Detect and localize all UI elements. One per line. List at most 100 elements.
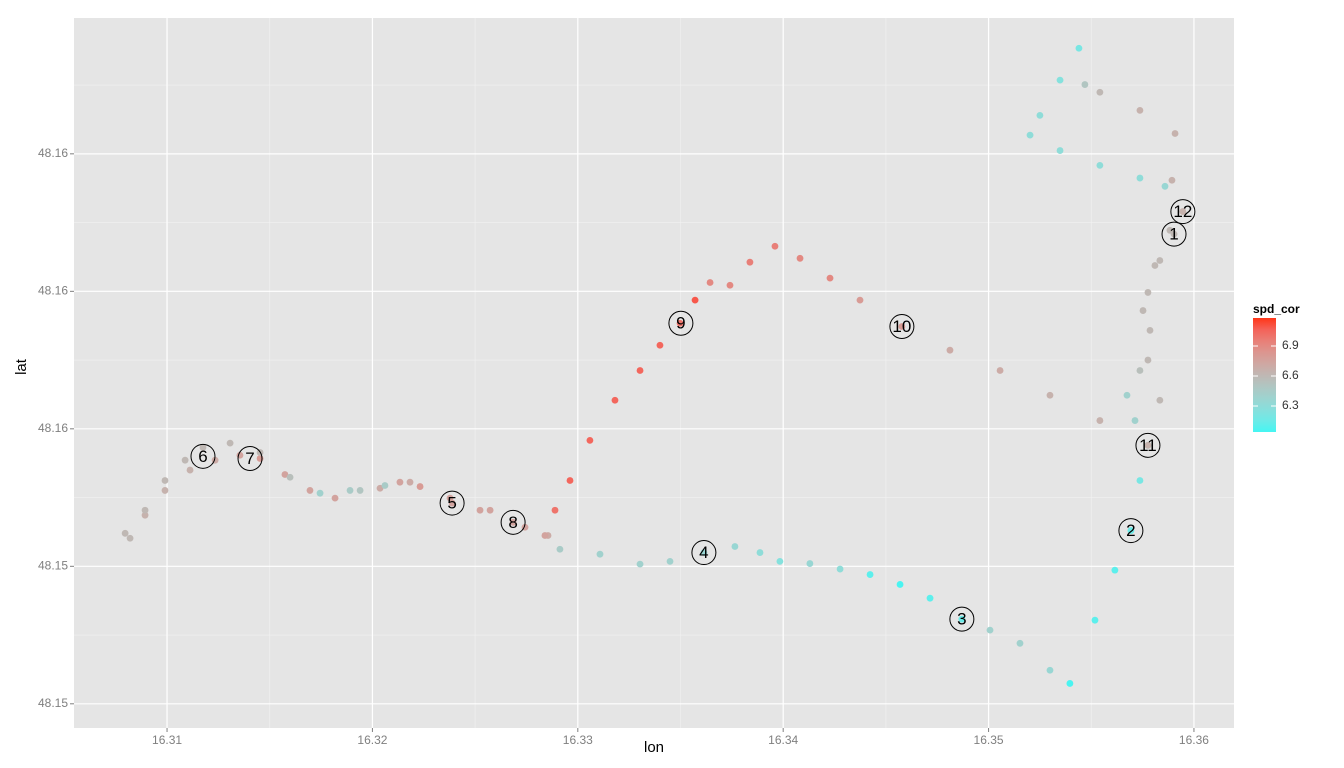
point [636, 367, 644, 374]
point [1168, 176, 1176, 184]
point-label: 6 [198, 447, 207, 466]
label-circle [237, 446, 263, 472]
x-tick-label: 16.36 [1179, 733, 1209, 747]
point [1166, 226, 1174, 234]
point [700, 549, 708, 556]
x-tick-label: 16.35 [974, 733, 1004, 747]
point-label: 8 [508, 513, 517, 532]
point-label: 11 [1139, 436, 1157, 455]
point [1056, 76, 1064, 84]
y-tick-label: 48.16 [38, 146, 68, 160]
point [676, 319, 684, 327]
point [566, 477, 574, 484]
label-circle [1170, 199, 1196, 225]
point [396, 478, 404, 486]
point [856, 296, 864, 304]
point [731, 543, 739, 550]
label-circle [889, 314, 915, 340]
point-label: 5 [447, 494, 456, 513]
point [1026, 131, 1034, 139]
point [406, 478, 414, 486]
point [161, 477, 169, 484]
point [1056, 147, 1064, 154]
point [186, 466, 194, 474]
point [181, 456, 189, 464]
label-circle [949, 606, 975, 632]
label-circle [668, 310, 694, 336]
point [691, 296, 699, 304]
point [1111, 566, 1119, 574]
point [1075, 44, 1083, 52]
point-label: 3 [957, 610, 966, 629]
point [551, 506, 559, 514]
point [866, 571, 874, 578]
point [796, 254, 804, 262]
label-circle [691, 540, 717, 566]
y-tick-label: 48.15 [38, 558, 68, 572]
point [1144, 356, 1152, 364]
point-label: 10 [892, 317, 911, 336]
point [141, 506, 149, 514]
point [226, 439, 234, 447]
point [1156, 396, 1164, 404]
point [1046, 391, 1054, 399]
point [1081, 81, 1089, 88]
point [896, 581, 904, 588]
point [666, 557, 674, 565]
point [286, 473, 294, 481]
point [161, 487, 169, 494]
point [1144, 441, 1152, 449]
point [346, 487, 354, 494]
point [1161, 182, 1169, 190]
point [316, 489, 324, 497]
x-axis-title: lon [644, 739, 664, 756]
point [1016, 639, 1024, 647]
point [1136, 106, 1144, 114]
point [141, 511, 149, 519]
point [331, 494, 339, 502]
point [706, 279, 714, 286]
x-tick-label: 16.34 [768, 733, 798, 747]
panel [74, 18, 1234, 728]
y-tick-label: 48.16 [38, 284, 68, 298]
y-tick-label: 48.15 [38, 696, 68, 710]
label-circle [1161, 221, 1187, 247]
point [486, 506, 494, 514]
point-label: 4 [699, 543, 708, 562]
point [826, 274, 834, 282]
colorbar-tick-label: 6.9 [1282, 338, 1299, 352]
point [1066, 680, 1074, 687]
point [541, 532, 549, 539]
point-label: 2 [1126, 521, 1135, 540]
point-label: 12 [1173, 202, 1192, 221]
point [986, 626, 994, 634]
point [898, 323, 906, 330]
label-circle [439, 490, 465, 516]
point [1151, 262, 1159, 269]
legend-title: spd_cor [1253, 302, 1300, 316]
point [946, 346, 954, 354]
point [1144, 289, 1152, 296]
point [836, 565, 844, 573]
point [306, 487, 314, 494]
point [1046, 666, 1054, 674]
label-circle [500, 509, 526, 535]
point [1156, 257, 1164, 264]
point [1036, 111, 1044, 119]
point [381, 482, 389, 489]
point [776, 557, 784, 565]
x-tick-label: 16.31 [152, 733, 182, 747]
point [1123, 391, 1131, 399]
point [1136, 174, 1144, 182]
point [199, 444, 207, 451]
point [926, 594, 934, 602]
label-circle [1118, 518, 1144, 544]
point [1096, 161, 1104, 169]
point [281, 471, 289, 478]
point-label: 7 [245, 449, 254, 468]
point [1136, 367, 1144, 374]
point [1091, 616, 1099, 624]
point [756, 549, 764, 556]
point [416, 483, 424, 490]
